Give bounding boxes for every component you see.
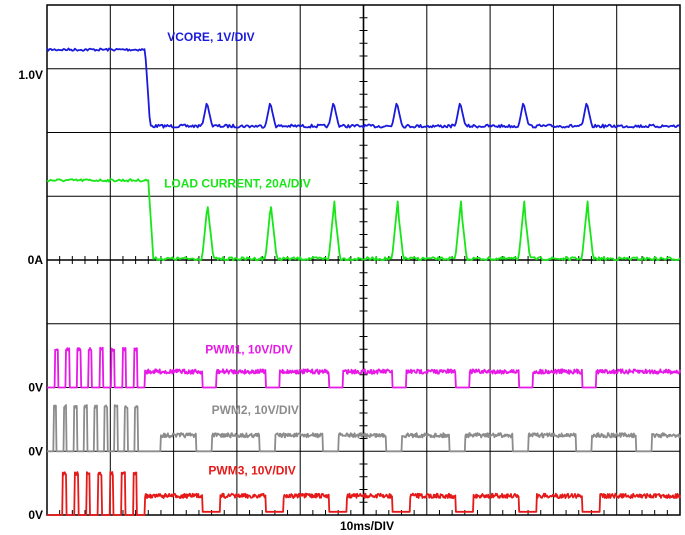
scope-labels: 1.0V 0A 0V 0V 0V VCORE, 1V/DIV LOAD CURRENT, 2… [18,30,310,522]
trace-load [46,178,681,262]
y-marker-load: 0A [28,253,44,267]
legend-pwm1: PWM1, 10V/DIV [205,342,292,356]
y-marker-pwm2: 0V [28,444,43,458]
trace-vcore [46,47,681,129]
x-axis-label: 10ms/DIV [340,519,394,533]
legend-vcore: VCORE, 1V/DIV [167,30,254,44]
trace-pwm1 [46,346,681,389]
y-marker-vcore: 1.0V [18,68,43,82]
scope-traces [46,47,681,516]
legend-pwm3: PWM3, 10V/DIV [208,463,295,477]
legend-load: LOAD CURRENT, 20A/DIV [164,177,311,191]
y-marker-pwm1: 0V [28,381,43,395]
trace-pwm2 [46,404,681,453]
y-marker-pwm3: 0V [28,508,43,522]
trace-pwm3 [46,471,681,516]
legend-pwm2: PWM2, 10V/DIV [212,403,299,417]
